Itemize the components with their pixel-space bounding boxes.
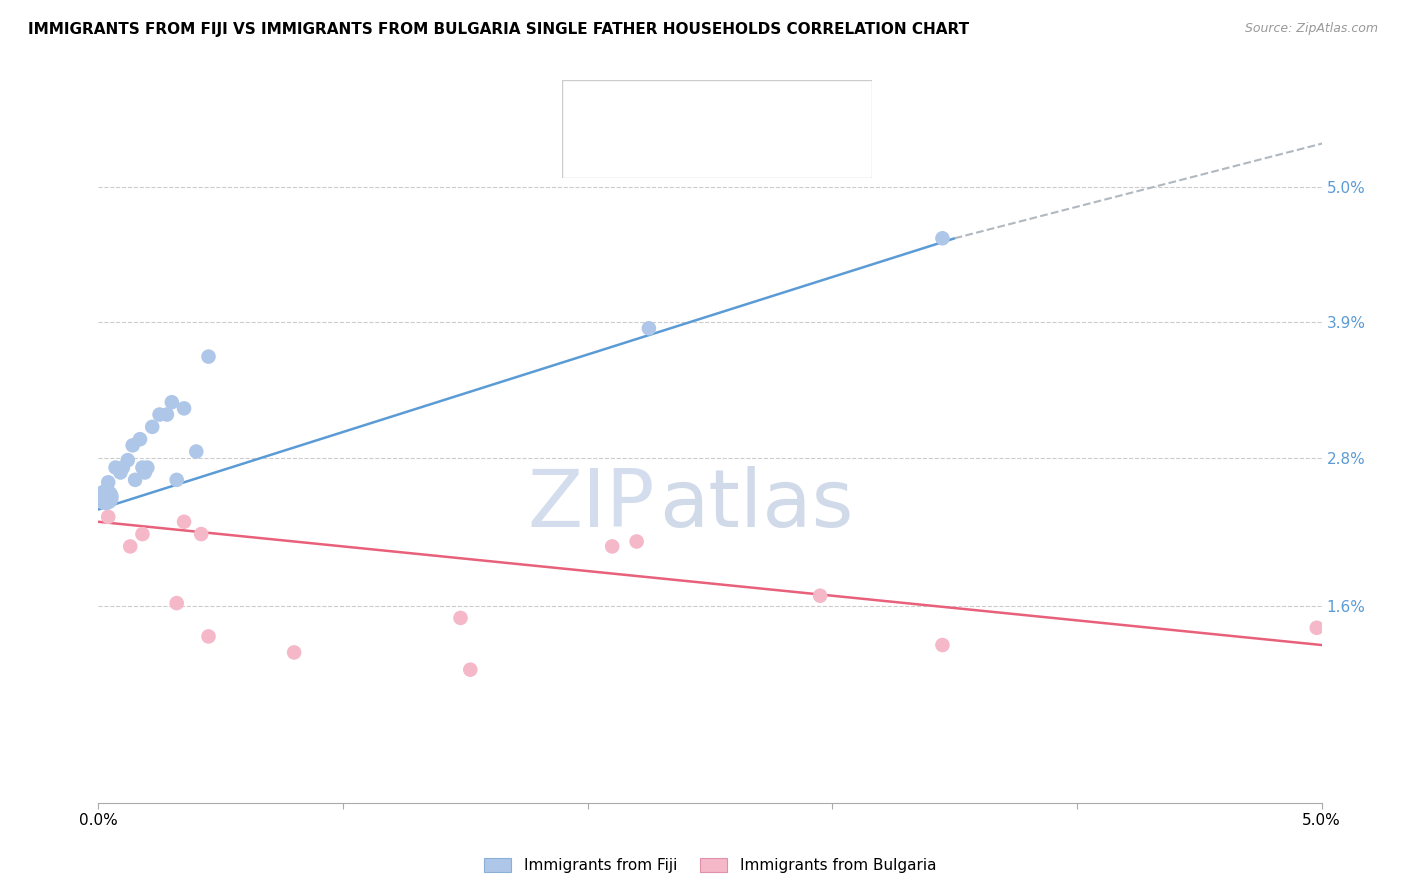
Text: atlas: atlas — [658, 466, 853, 543]
Point — [197, 350, 219, 364]
Point — [190, 527, 212, 541]
Point — [110, 466, 132, 480]
Point — [121, 438, 143, 452]
Point — [104, 460, 127, 475]
Point — [131, 527, 153, 541]
Point — [124, 473, 146, 487]
Text: N =: N = — [733, 143, 766, 158]
Point — [626, 534, 648, 549]
Legend: Immigrants from Fiji, Immigrants from Bulgaria: Immigrants from Fiji, Immigrants from Bu… — [484, 857, 936, 873]
Text: 21: 21 — [779, 101, 800, 116]
Point — [149, 408, 172, 422]
Point — [450, 611, 472, 625]
Point — [156, 408, 179, 422]
Point — [131, 460, 153, 475]
Point — [134, 466, 156, 480]
Point — [197, 629, 219, 643]
Point — [160, 395, 183, 409]
Point — [136, 460, 159, 475]
Point — [97, 475, 120, 490]
FancyBboxPatch shape — [562, 80, 872, 178]
Text: 0.779: 0.779 — [661, 101, 710, 116]
Point — [166, 596, 188, 610]
Point — [129, 432, 152, 446]
Point — [283, 645, 305, 659]
Point — [94, 490, 117, 504]
Text: IMMIGRANTS FROM FIJI VS IMMIGRANTS FROM BULGARIA SINGLE FATHER HOUSEHOLDS CORREL: IMMIGRANTS FROM FIJI VS IMMIGRANTS FROM … — [28, 22, 969, 37]
Point — [186, 444, 208, 458]
Point — [166, 473, 188, 487]
Bar — [572, 93, 606, 124]
Text: R =: R = — [614, 143, 648, 158]
Point — [931, 231, 953, 245]
Point — [173, 401, 195, 416]
Text: R =: R = — [614, 101, 648, 116]
Point — [173, 515, 195, 529]
Text: ZIP: ZIP — [527, 466, 655, 543]
Bar — [572, 134, 606, 166]
Point — [808, 589, 831, 603]
Text: -0.601: -0.601 — [655, 143, 710, 158]
Point — [1306, 621, 1329, 635]
Point — [600, 540, 623, 554]
Point — [638, 321, 661, 335]
Point — [458, 663, 481, 677]
Point — [141, 420, 163, 434]
Text: 15: 15 — [779, 143, 800, 158]
Point — [117, 453, 139, 467]
Point — [97, 509, 120, 524]
Text: Source: ZipAtlas.com: Source: ZipAtlas.com — [1244, 22, 1378, 36]
Point — [120, 540, 142, 554]
Point — [111, 460, 134, 475]
Text: N =: N = — [733, 101, 766, 116]
Point — [931, 638, 953, 652]
